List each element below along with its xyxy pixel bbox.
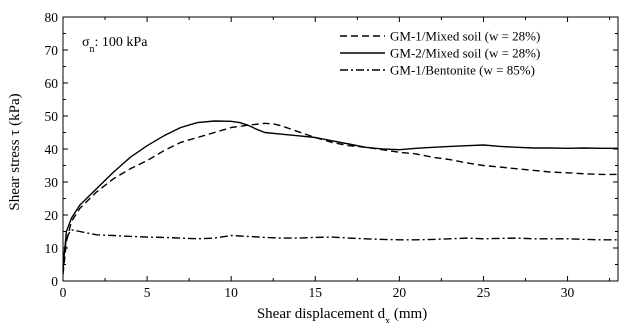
x-axis-title-unit: (mm) [390, 306, 427, 322]
y-tick-label: 60 [45, 76, 59, 91]
y-tick-label: 40 [45, 142, 59, 157]
series-line-1 [62, 122, 618, 275]
annotation-symbol: σ [82, 35, 90, 50]
y-tick-label: 20 [45, 208, 59, 223]
annotation-value: : 100 kPa [95, 35, 149, 50]
annotation: σn: 100 kPa [82, 35, 148, 55]
series-line-2 [62, 120, 618, 268]
legend: GM-1/Mixed soil (w = 28%) GM-2/Mixed soil… [340, 29, 540, 78]
axes: 0 10 20 30 40 50 60 70 80 0 5 10 15 20 25 30 [45, 10, 619, 300]
x-tick-label: 0 [60, 285, 67, 300]
y-tick-label: 10 [45, 241, 59, 256]
y-tick-label: 80 [45, 10, 59, 25]
y-tick-label: 0 [51, 274, 58, 289]
x-axis-title-main: Shear displacement d [257, 306, 386, 322]
x-axis-title-sub: x [385, 316, 390, 324]
y-axis-title: Shear stress τ (kPa) [7, 93, 23, 210]
series-lines [62, 120, 618, 275]
normal-stress-annotation: σn: 100 kPa [82, 35, 148, 55]
x-tick-label: 25 [477, 285, 491, 300]
y-tick-label: 30 [45, 175, 59, 190]
x-tick-label: 15 [309, 285, 323, 300]
x-tick-label: 5 [144, 285, 151, 300]
x-tick-label: 10 [224, 285, 238, 300]
x-tick-label: 30 [561, 285, 575, 300]
annotation-subscript: n [90, 44, 95, 55]
x-axis-title: Shear displacement dx (mm) [257, 306, 427, 323]
x-tick-label: 20 [393, 285, 407, 300]
legend-label-1: GM-1/Mixed soil (w = 28%) [390, 29, 540, 44]
legend-label-2: GM-2/Mixed soil (w = 28%) [390, 46, 540, 61]
series-line-3 [62, 229, 618, 272]
y-tick-label: 50 [45, 109, 59, 124]
y-tick-label: 70 [45, 43, 59, 58]
legend-label-3: GM-1/Bentonite (w = 85%) [390, 63, 535, 78]
